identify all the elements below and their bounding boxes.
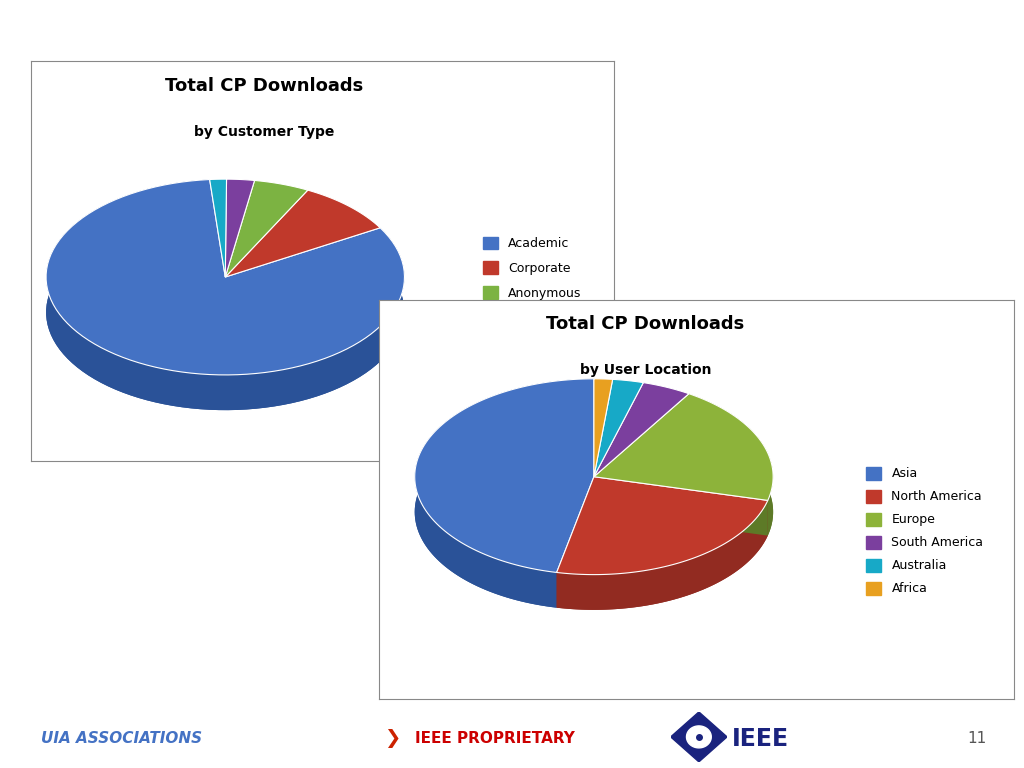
Legend: Academic, Corporate, Anonymous, Government, Member: Academic, Corporate, Anonymous, Governme… xyxy=(478,231,591,355)
Polygon shape xyxy=(557,477,768,610)
Polygon shape xyxy=(225,179,255,277)
Polygon shape xyxy=(557,477,594,607)
Text: Total CP Downloads: Total CP Downloads xyxy=(547,316,744,333)
Polygon shape xyxy=(594,414,612,477)
Polygon shape xyxy=(594,418,689,477)
Polygon shape xyxy=(225,180,308,277)
Text: by User Location: by User Location xyxy=(580,363,712,377)
Polygon shape xyxy=(225,225,380,277)
Polygon shape xyxy=(686,726,712,748)
Polygon shape xyxy=(594,379,643,477)
Text: UIA ASSOCIATIONS: UIA ASSOCIATIONS xyxy=(41,731,202,746)
Polygon shape xyxy=(225,214,255,277)
Polygon shape xyxy=(210,179,226,277)
Legend: Asia, North America, Europe, South America, Australia, Africa: Asia, North America, Europe, South Ameri… xyxy=(861,462,988,601)
Polygon shape xyxy=(594,394,773,501)
Polygon shape xyxy=(594,477,768,535)
Text: IEEE PROPRIETARY: IEEE PROPRIETARY xyxy=(415,731,574,746)
Polygon shape xyxy=(594,415,643,477)
Text: ❯: ❯ xyxy=(384,730,400,748)
Polygon shape xyxy=(557,477,594,607)
Text: Total CP Downloads: Total CP Downloads xyxy=(165,78,364,95)
Polygon shape xyxy=(210,214,226,277)
Polygon shape xyxy=(594,382,689,477)
Polygon shape xyxy=(46,180,404,375)
Polygon shape xyxy=(415,379,594,607)
Polygon shape xyxy=(594,429,773,535)
Polygon shape xyxy=(594,379,612,477)
Text: IEEE: IEEE xyxy=(732,727,790,751)
Polygon shape xyxy=(415,414,594,607)
Polygon shape xyxy=(225,190,380,277)
Text: by Customer Type: by Customer Type xyxy=(194,125,335,139)
Polygon shape xyxy=(225,216,308,277)
Polygon shape xyxy=(46,215,404,410)
Polygon shape xyxy=(415,379,594,572)
Polygon shape xyxy=(671,712,727,762)
Polygon shape xyxy=(557,501,768,610)
Polygon shape xyxy=(594,477,768,535)
Polygon shape xyxy=(557,477,768,574)
Text: 11: 11 xyxy=(968,731,987,746)
Polygon shape xyxy=(689,394,773,535)
Polygon shape xyxy=(46,180,404,410)
